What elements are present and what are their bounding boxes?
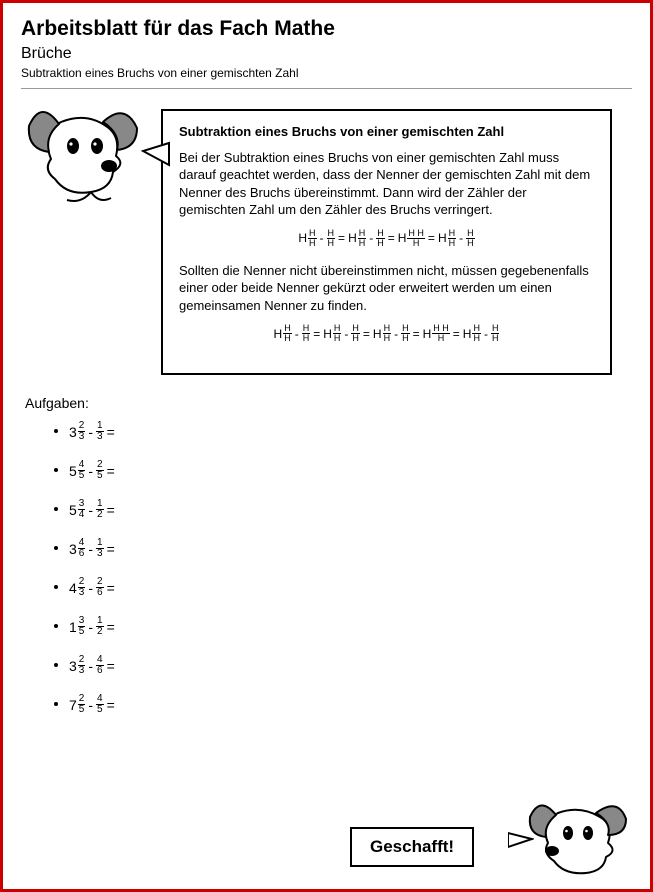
- task-list: 323-13= 545-25= 534-12= 346-13= 423-26= 135-1…: [21, 421, 632, 715]
- dog-mascot-right-icon: [522, 799, 632, 879]
- explanation-area: Subtraktion eines Bruchs von einer gemis…: [21, 109, 632, 375]
- header-rule: [21, 88, 632, 89]
- footer-area: Geschafft!: [350, 797, 630, 877]
- tasks-label: Aufgaben:: [25, 395, 632, 411]
- explanation-p1: Bei der Subtraktion eines Bruchs von ein…: [179, 149, 594, 219]
- task-item: 346-13=: [69, 538, 632, 559]
- explanation-title: Subtraktion eines Bruchs von einer gemis…: [179, 123, 594, 141]
- page-title: Arbeitsblatt für das Fach Mathe: [21, 17, 632, 41]
- done-badge: Geschafft!: [350, 827, 474, 867]
- task-item: 725-45=: [69, 694, 632, 715]
- task-item: 545-25=: [69, 460, 632, 481]
- dog-mascot-left-icon: [21, 104, 151, 214]
- task-item: 534-12=: [69, 499, 632, 520]
- task-item: 323-46=: [69, 655, 632, 676]
- task-item: 423-26=: [69, 577, 632, 598]
- example-equation-1: HHH-HH=HHH-HH=HH HH=HHH-HH: [179, 229, 594, 248]
- explanation-box: Subtraktion eines Bruchs von einer gemis…: [161, 109, 612, 375]
- speech-tail-left-icon: [141, 139, 171, 169]
- task-item: 323-13=: [69, 421, 632, 442]
- page-subtitle: Brüche: [21, 45, 632, 63]
- example-equation-2: HHH-HH=HHH-HH=HHH-HH=HH HH=HHH-HH: [179, 324, 594, 343]
- page-subsubtitle: Subtraktion eines Bruchs von einer gemis…: [21, 66, 632, 80]
- explanation-p2: Sollten die Nenner nicht übereinstimmen …: [179, 262, 594, 315]
- task-item: 135-12=: [69, 616, 632, 637]
